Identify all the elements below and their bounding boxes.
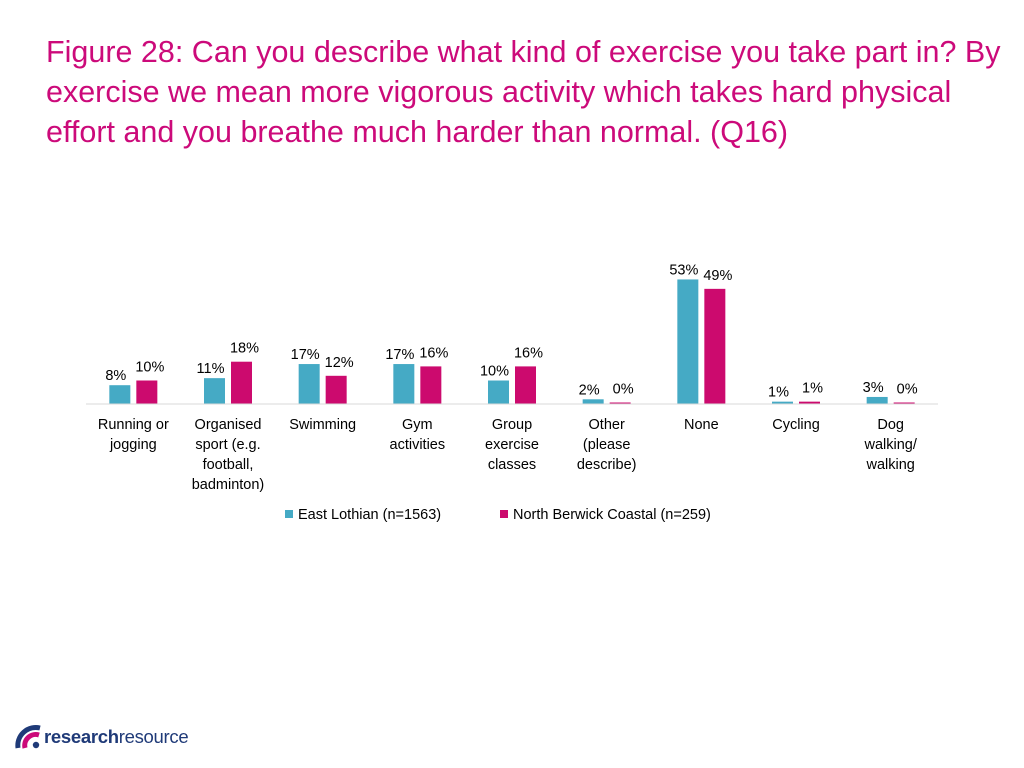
category-labels-layer: Running or jogging Organised sport (e.g. foo…	[98, 417, 918, 493]
category-label-3: Gym activities	[390, 417, 446, 453]
logo-swirl-icon	[15, 725, 41, 749]
bars-layer	[109, 279, 915, 404]
data-label-series2-6: 49%	[703, 268, 732, 284]
data-label-series2-2: 12%	[325, 355, 354, 371]
bar-series1-1	[204, 378, 225, 404]
data-label-series1-3: 17%	[385, 347, 414, 363]
data-label-series1-7: 1%	[768, 385, 789, 401]
logo-wordmark: researchresource	[44, 726, 189, 748]
legend: East Lothian (n=1563) North Berwick Coast…	[285, 507, 711, 523]
data-label-series1-4: 10%	[480, 364, 509, 380]
legend-swatch-2	[500, 510, 508, 518]
legend-label-1: East Lothian (n=1563)	[298, 507, 441, 523]
data-label-series1-5: 2%	[579, 382, 600, 398]
category-label-line: classes	[488, 457, 536, 473]
data-label-series1-1: 11%	[197, 361, 225, 377]
bar-series2-3	[420, 366, 442, 404]
bar-series2-8	[893, 402, 915, 404]
data-label-series2-4: 16%	[514, 345, 543, 361]
category-label-line: (please	[583, 437, 631, 453]
grouped-bar-chart: 8% 10% 11% 18% 17% 12% 17% 16% 10% 16% 2% 0% 53% 49% 1…	[86, 262, 938, 523]
data-label-series1-6: 53%	[669, 262, 698, 278]
category-label-line: walking/	[863, 437, 917, 453]
category-label-line: activities	[390, 437, 446, 453]
category-label-line: sport (e.g.	[195, 437, 260, 453]
category-label-line: exercise	[485, 437, 539, 453]
category-label-line: walking	[865, 457, 914, 473]
data-label-series2-1: 18%	[230, 341, 259, 357]
category-label-line: badminton)	[192, 477, 265, 493]
bar-series1-0	[109, 385, 131, 404]
bar-series2-1	[231, 361, 252, 404]
category-label-line: Other	[589, 417, 625, 433]
category-label-line: Swimming	[289, 417, 356, 433]
data-label-series1-2: 17%	[291, 347, 320, 363]
logo-text-bold: research	[44, 726, 119, 747]
bar-series1-2	[298, 364, 320, 404]
category-label-line: Gym	[402, 417, 433, 433]
category-label-2: Swimming	[289, 417, 356, 433]
bar-series2-4	[515, 366, 536, 404]
bar-series2-5	[609, 402, 631, 404]
value-labels-layer: 8% 10% 11% 18% 17% 12% 17% 16% 10% 16% 2% 0% 53% 49% 1…	[105, 262, 917, 400]
category-label-line: Running or	[98, 417, 169, 433]
bar-series1-3	[393, 364, 415, 404]
category-label-6: None	[684, 417, 719, 433]
data-label-series2-7: 1%	[802, 381, 823, 397]
category-label-line: jogging	[109, 437, 157, 453]
category-label-line: Cycling	[772, 417, 820, 433]
page-title: Figure 28: Can you describe what kind of…	[46, 35, 1001, 149]
bar-series1-5	[582, 399, 604, 404]
category-label-4: Group exercise classes	[485, 417, 539, 473]
category-label-line: None	[684, 417, 719, 433]
category-label-line: Organised	[195, 417, 262, 433]
data-label-series1-8: 3%	[863, 380, 884, 396]
category-label-1: Organised sport (e.g. football, badminton)	[192, 417, 265, 493]
data-label-series2-0: 10%	[135, 360, 164, 376]
category-label-line: football,	[203, 457, 254, 473]
bar-series1-6	[677, 279, 699, 404]
data-label-series1-0: 8%	[105, 368, 126, 384]
research-resource-logo: researchresource	[14, 722, 214, 752]
category-label-line: Group	[492, 417, 532, 433]
bar-series2-0	[136, 380, 158, 404]
category-label-0: Running or jogging	[98, 417, 169, 453]
bar-series1-4	[488, 380, 509, 404]
legend-swatch-1	[285, 510, 293, 518]
category-label-8: Dog walking/walking	[863, 417, 917, 473]
legend-label-2: North Berwick Coastal (n=259)	[513, 507, 711, 523]
bar-series2-2	[325, 375, 347, 404]
category-label-line: describe)	[577, 457, 637, 473]
bar-series2-7	[799, 401, 820, 404]
data-label-series2-5: 0%	[613, 382, 634, 398]
category-label-7: Cycling	[772, 417, 820, 433]
logo-text-regular: resource	[118, 726, 189, 747]
category-label-line: Dog	[877, 417, 904, 433]
data-label-series2-8: 0%	[897, 382, 918, 398]
data-label-series2-3: 16%	[419, 345, 448, 361]
bar-series1-8	[866, 396, 888, 404]
category-label-5: Other (please describe)	[577, 417, 637, 473]
bar-series2-6	[704, 288, 726, 404]
bar-series1-7	[772, 401, 793, 404]
